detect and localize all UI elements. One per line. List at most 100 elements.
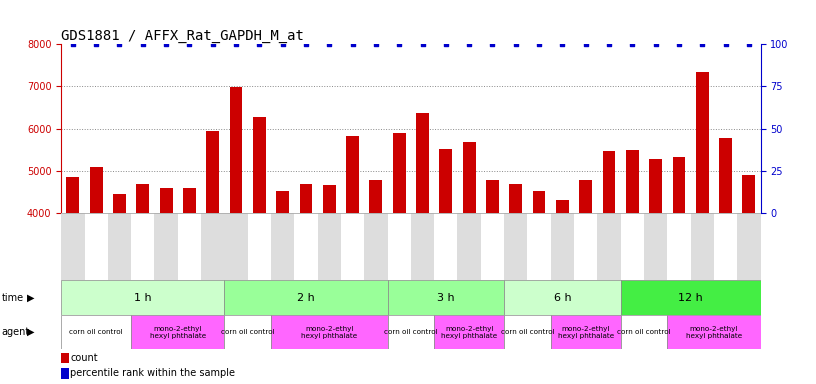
Bar <box>597 213 621 280</box>
Bar <box>61 213 85 280</box>
Text: mono-2-ethyl
hexyl phthalate: mono-2-ethyl hexyl phthalate <box>301 326 357 339</box>
Text: corn oil control: corn oil control <box>69 329 123 335</box>
Bar <box>295 213 317 280</box>
Bar <box>388 213 410 280</box>
Bar <box>486 180 499 382</box>
Point <box>66 41 79 47</box>
Bar <box>392 133 406 382</box>
Point <box>299 41 313 47</box>
Point <box>253 41 266 47</box>
Point <box>276 41 289 47</box>
Text: corn oil control: corn oil control <box>384 329 437 335</box>
Bar <box>224 280 388 315</box>
Bar <box>108 213 131 280</box>
Bar <box>388 280 504 315</box>
Text: 1 h: 1 h <box>134 293 152 303</box>
Bar <box>579 180 592 382</box>
Bar <box>388 315 434 349</box>
Text: mono-2-ethyl
hexyl phthalate: mono-2-ethyl hexyl phthalate <box>441 326 497 339</box>
Bar <box>650 159 662 382</box>
Point <box>346 41 359 47</box>
Bar <box>113 194 126 382</box>
Text: corn oil control: corn oil control <box>617 329 671 335</box>
Bar <box>201 213 224 280</box>
Bar <box>439 149 452 382</box>
Point <box>463 41 476 47</box>
Point <box>439 41 452 47</box>
Point <box>696 41 709 47</box>
Bar <box>229 87 242 382</box>
Bar <box>299 184 313 382</box>
Bar <box>224 213 248 280</box>
Bar <box>131 315 224 349</box>
Bar <box>696 71 708 382</box>
Bar <box>626 150 639 382</box>
Bar <box>85 213 108 280</box>
Bar <box>737 213 761 280</box>
Point <box>743 41 756 47</box>
Bar <box>271 213 295 280</box>
Bar <box>504 280 621 315</box>
Bar <box>504 315 551 349</box>
Bar <box>551 315 621 349</box>
Text: 12 h: 12 h <box>678 293 703 303</box>
Bar <box>434 213 458 280</box>
Text: corn oil control: corn oil control <box>500 329 554 335</box>
Point <box>206 41 220 47</box>
Bar <box>690 213 714 280</box>
Bar <box>458 213 481 280</box>
Bar <box>224 315 271 349</box>
Bar <box>416 113 429 382</box>
Text: 6 h: 6 h <box>553 293 571 303</box>
Text: time: time <box>2 293 24 303</box>
Bar <box>253 117 266 382</box>
Bar <box>410 213 434 280</box>
Bar <box>90 167 103 382</box>
Bar <box>714 213 737 280</box>
Text: GDS1881 / AFFX_Rat_GAPDH_M_at: GDS1881 / AFFX_Rat_GAPDH_M_at <box>61 29 304 43</box>
Point <box>533 41 546 47</box>
Bar <box>533 191 545 382</box>
Text: percentile rank within the sample: percentile rank within the sample <box>70 368 235 378</box>
Bar <box>719 138 732 382</box>
Point <box>229 41 242 47</box>
Point <box>672 41 685 47</box>
Bar <box>504 213 527 280</box>
Text: corn oil control: corn oil control <box>221 329 274 335</box>
Bar <box>644 213 667 280</box>
Text: agent: agent <box>2 327 30 337</box>
Bar <box>154 213 178 280</box>
Text: 3 h: 3 h <box>437 293 455 303</box>
Bar <box>66 177 79 382</box>
Bar <box>61 368 69 379</box>
Bar <box>509 184 522 382</box>
Bar <box>463 142 476 382</box>
Bar <box>178 213 201 280</box>
Point <box>370 41 383 47</box>
Point <box>392 41 406 47</box>
Point <box>486 41 499 47</box>
Point <box>509 41 522 47</box>
Bar <box>248 213 271 280</box>
Bar <box>574 213 597 280</box>
Bar <box>667 213 690 280</box>
Bar <box>556 200 569 382</box>
Bar <box>131 213 154 280</box>
Bar <box>346 136 359 382</box>
Bar <box>551 213 574 280</box>
Text: mono-2-ethyl
hexyl phthalate: mono-2-ethyl hexyl phthalate <box>557 326 614 339</box>
Bar <box>160 188 172 382</box>
Point <box>649 41 662 47</box>
Bar <box>364 213 388 280</box>
Bar <box>136 184 149 382</box>
Point <box>323 41 336 47</box>
Point <box>602 41 615 47</box>
Bar <box>672 157 685 382</box>
Point <box>136 41 149 47</box>
Point <box>556 41 569 47</box>
Bar <box>621 315 667 349</box>
Bar <box>206 131 220 382</box>
Point <box>90 41 103 47</box>
Point <box>579 41 592 47</box>
Point <box>626 41 639 47</box>
